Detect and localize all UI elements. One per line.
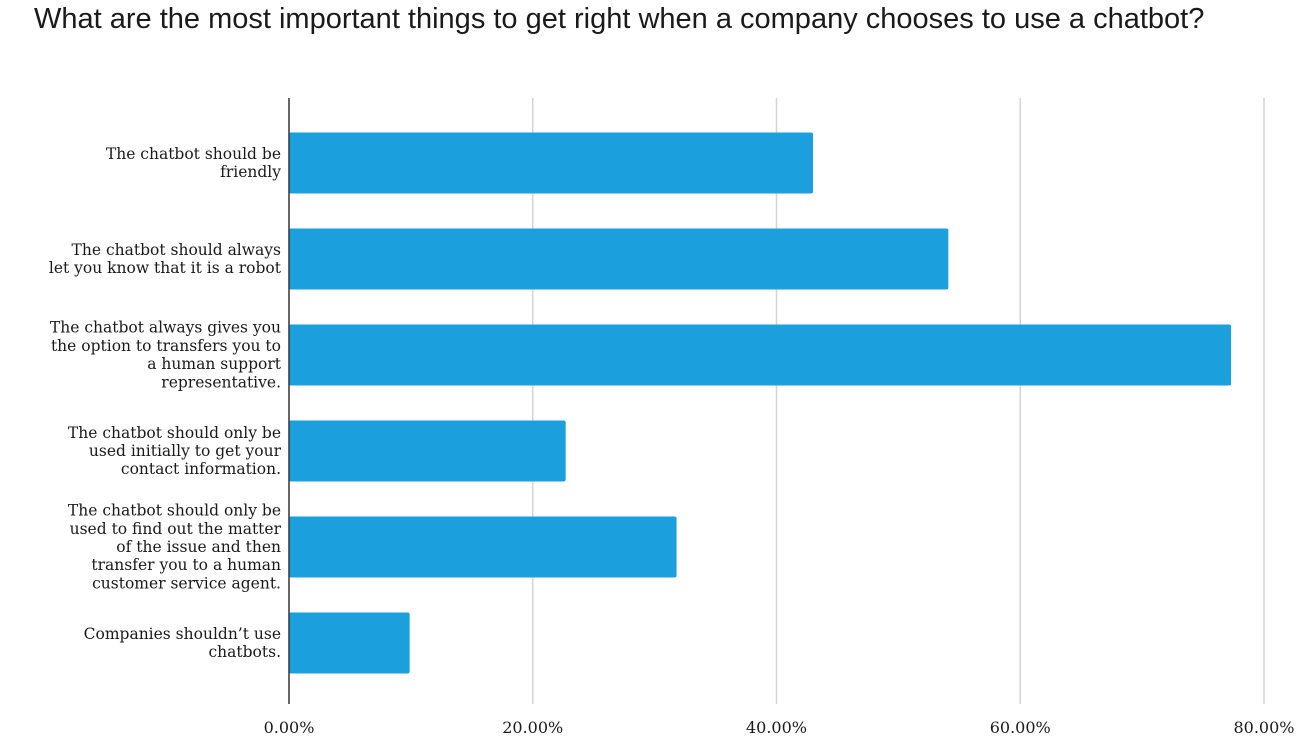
x-tick-label: 60.00% [990, 718, 1051, 737]
chart-title: What are the most important things to ge… [34, 3, 1205, 35]
x-tick-label: 20.00% [502, 718, 563, 737]
category-label: The chatbot should be friendly [106, 145, 281, 181]
bar [289, 516, 677, 578]
x-tick-label: 0.00% [264, 718, 315, 737]
category-label: The chatbot always gives you the option t… [50, 319, 282, 392]
category-label: The chatbot should always let you know th… [49, 241, 282, 277]
category-label: The chatbot should only be used initially… [68, 424, 282, 478]
bar [289, 132, 814, 194]
bar [289, 612, 410, 674]
category-label: The chatbot should only be used to find o… [68, 502, 282, 593]
x-tick-label: 80.00% [1233, 718, 1294, 737]
x-tick-label: 40.00% [746, 718, 807, 737]
category-label: Companies shouldn’t use chatbots. [84, 625, 281, 661]
bar [289, 228, 949, 290]
bar [289, 420, 566, 482]
bar [289, 324, 1232, 386]
